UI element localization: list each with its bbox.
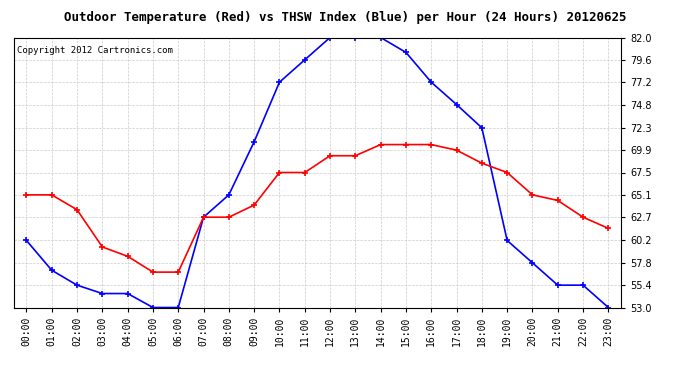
Text: Copyright 2012 Cartronics.com: Copyright 2012 Cartronics.com [17, 46, 172, 55]
Text: Outdoor Temperature (Red) vs THSW Index (Blue) per Hour (24 Hours) 20120625: Outdoor Temperature (Red) vs THSW Index … [63, 11, 627, 24]
